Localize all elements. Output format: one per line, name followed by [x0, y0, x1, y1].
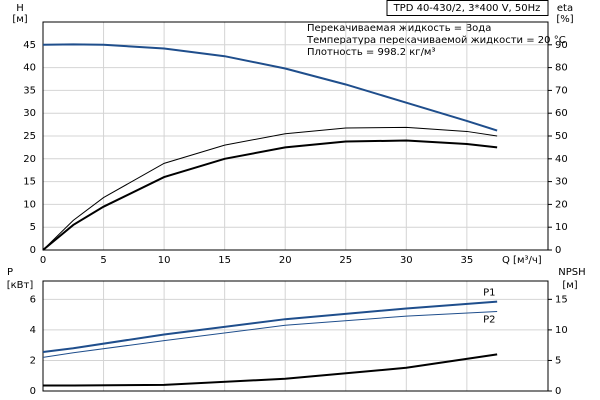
y-label: H [16, 3, 24, 14]
y-tick-label: 6 [30, 294, 36, 305]
annotation: Плотность = 998.2 кг/м³ [307, 47, 436, 58]
y2-tick-label: 50 [555, 131, 568, 142]
y-unit: [м] [12, 14, 27, 25]
y2-tick-label: 5 [555, 355, 561, 366]
curve [42, 126, 498, 251]
curve [43, 353, 498, 387]
y2-tick-label: 10 [555, 222, 568, 233]
y2-unit: [%] [556, 14, 573, 25]
plot-frame [42, 280, 549, 392]
x-tick-label: 0 [40, 255, 46, 266]
x-tick-label: 10 [158, 255, 171, 266]
y2-tick-label: 30 [555, 177, 568, 188]
y2-tick-label: 0 [555, 245, 561, 256]
y-tick-label: 0 [30, 245, 36, 256]
annotation: Перекачиваемая жидкость = Вода [307, 23, 491, 34]
y2-tick-label: 80 [555, 63, 568, 74]
title-box [386, 0, 549, 16]
plot-frame [42, 21, 549, 251]
curve [42, 311, 498, 358]
chart-title: TPD 40-430/2, 3*400 V, 50Hz [393, 3, 541, 14]
y2-tick-label: 90 [555, 40, 568, 51]
y-label: P [7, 267, 13, 278]
y-tick-label: 30 [23, 108, 36, 119]
y-tick-label: 20 [23, 154, 36, 165]
y2-label: NPSH [558, 267, 585, 278]
y-tick-label: 45 [23, 40, 36, 51]
y-tick-label: 15 [23, 177, 36, 188]
y2-tick-label: 60 [555, 108, 568, 119]
y2-tick-label: 0 [555, 386, 561, 397]
y-unit: [кВт] [7, 280, 34, 291]
x-tick-label: 25 [339, 255, 352, 266]
y-tick-label: 10 [23, 199, 36, 210]
curve [42, 43, 498, 132]
curve-label: P1 [483, 288, 495, 299]
x-tick-label: 15 [218, 255, 231, 266]
y-tick-label: 4 [30, 325, 36, 336]
y-tick-label: 2 [30, 355, 36, 366]
curve [42, 300, 498, 354]
x-tick-label: 35 [460, 255, 473, 266]
y2-label: eta [557, 3, 573, 14]
x-label: Q [м³/ч] [502, 255, 542, 266]
y-tick-label: 40 [23, 63, 36, 74]
y2-unit: [м] [562, 280, 577, 291]
y-tick-label: 25 [23, 131, 36, 142]
y2-tick-label: 20 [555, 199, 568, 210]
y2-tick-label: 10 [555, 325, 568, 336]
curve-label: P2 [483, 315, 495, 326]
curve [42, 139, 498, 251]
y2-tick-label: 70 [555, 85, 568, 96]
x-tick-label: 5 [100, 255, 106, 266]
y2-tick-label: 15 [555, 294, 568, 305]
y-tick-label: 0 [30, 386, 36, 397]
x-tick-label: 30 [400, 255, 413, 266]
x-tick-label: 20 [279, 255, 292, 266]
y2-tick-label: 40 [555, 154, 568, 165]
y-tick-label: 5 [30, 222, 36, 233]
y-tick-label: 35 [23, 85, 36, 96]
annotation: Температура перекачиваемой жидкости = 20… [306, 35, 566, 46]
